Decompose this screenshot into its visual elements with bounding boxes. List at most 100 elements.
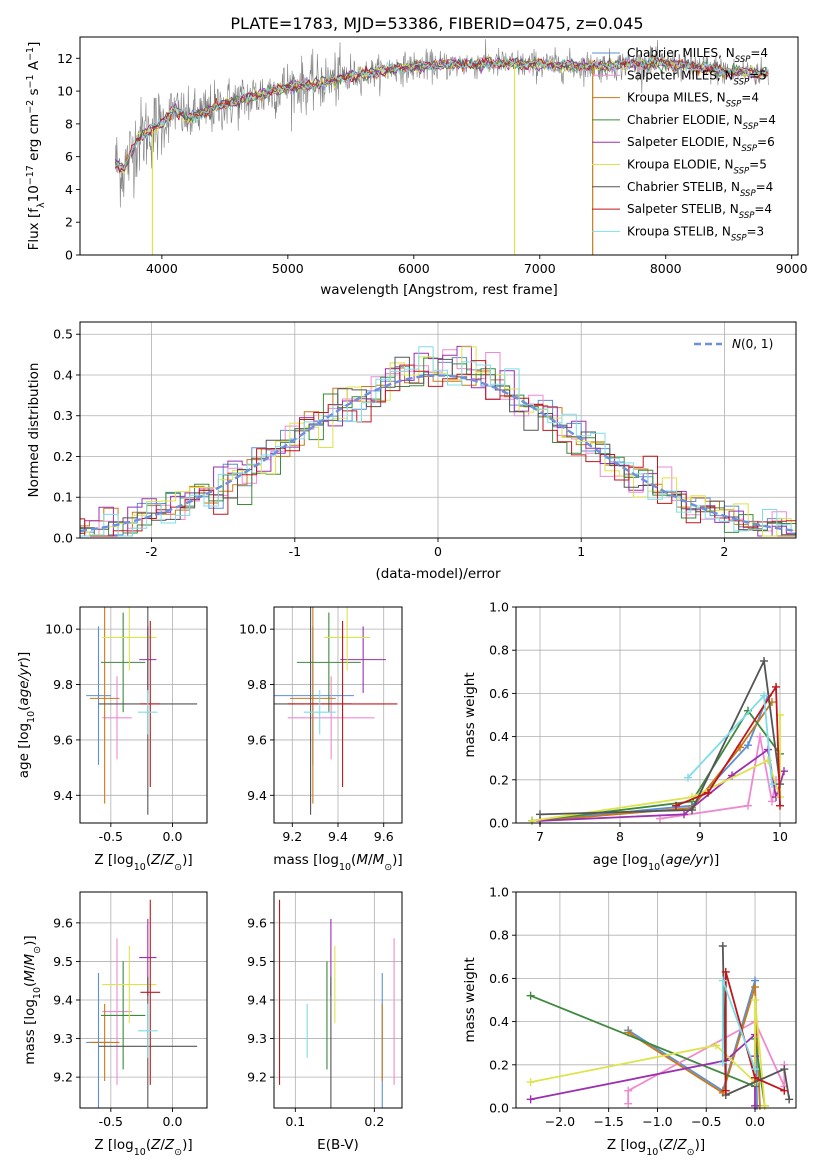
y-tick-label: 0.4 (489, 1014, 509, 1029)
label-part: / (673, 1137, 678, 1153)
label-part: / (160, 852, 165, 868)
legend-sub: SSP (739, 211, 755, 221)
axes-layer (76, 36, 799, 1112)
y-tick-label: 0.0 (53, 531, 73, 546)
legend-text: Salpeter MILES, N (627, 68, 734, 82)
x-tick-label: 0.2 (364, 1114, 384, 1129)
y-axis-label: Flux [fλ10−17 erg cm−2 s−1 A−1] (25, 42, 47, 251)
x-axis-label: Z [log10(Z/Z⊙)] (94, 852, 192, 873)
legend-sub: SSP (740, 189, 756, 199)
ssp-weight-line (675, 683, 781, 807)
label-part: 10 (32, 987, 43, 999)
y-tick-label: 9.5 (53, 954, 73, 969)
label-part: 10 (646, 1147, 658, 1158)
y-tick-label: 12 (57, 51, 73, 66)
legend-val: =4 (741, 91, 759, 105)
label-part: / (160, 1137, 165, 1153)
legend-val: =4 (750, 46, 768, 60)
ssp-weight-line (530, 994, 766, 1106)
legend-text: Chabrier ELODIE, N (627, 113, 743, 127)
x-tick-label: 0.0 (163, 1114, 183, 1129)
legend-text: Kroupa MILES, N (627, 91, 726, 105)
residual-histogram (80, 356, 796, 536)
x-axis-label: age [log10(age/yr)] (593, 852, 719, 873)
residual-histogram (80, 360, 796, 537)
label-part: ⊙ (384, 862, 392, 873)
label-part: −17 (25, 165, 36, 185)
label-part: age/yr (16, 661, 32, 706)
legend-label: Salpeter STELIB, NSSP=4 (627, 202, 772, 221)
x-tick-label: 1 (577, 544, 585, 559)
x-tick-label: 10 (772, 829, 788, 844)
x-tick-label: −1.0 (642, 1114, 672, 1129)
x-tick-label: 7 (536, 829, 544, 844)
x-axis-label: Z [log10(Z/Z⊙)] (94, 1137, 192, 1158)
legend-sub: SSP (735, 55, 751, 65)
legend-label: Kroupa STELIB, NSSP=3 (627, 224, 764, 243)
label-part: ( (16, 706, 32, 711)
legend-sub: SSP (743, 122, 759, 132)
y-tick-label: 0.1 (53, 490, 73, 505)
y-tick-label: 0.6 (489, 971, 509, 986)
label-part: 10 (134, 1147, 146, 1158)
figure-title: PLATE=1783, MJD=53386, FIBERID=0475, z=0… (230, 14, 643, 33)
grid-layer (80, 322, 796, 1109)
label-part: M (356, 852, 368, 868)
legend-val: =4 (754, 202, 772, 216)
y-tick-label: 9.8 (247, 677, 267, 692)
legend-label: Chabrier STELIB, NSSP=4 (627, 180, 773, 199)
label-part: Z [log (94, 852, 133, 868)
label-part: Z (150, 1137, 161, 1153)
y-axis-label: age [log10(age/yr)] (16, 652, 37, 778)
label-part: / (22, 965, 38, 970)
legend-sub: SSP (734, 167, 750, 177)
label-part: / (368, 852, 373, 868)
label-part: ( (658, 1137, 663, 1153)
label-part: λ (36, 202, 47, 208)
y-tick-label: 9.4 (53, 993, 73, 1008)
legend-label: Kroupa ELODIE, NSSP=5 (627, 158, 767, 177)
legend-label: Chabrier ELODIE, NSSP=4 (627, 113, 776, 132)
label-part: s (26, 88, 42, 99)
legend-val: =5 (749, 68, 767, 82)
x-tick-label: -0.5 (99, 829, 123, 844)
y-tick-label: 6 (65, 149, 73, 164)
ssp-weight-line (530, 999, 766, 1106)
label-part: ( (22, 982, 38, 987)
label-part: ⊙ (174, 1147, 182, 1158)
label-part: mass [log (273, 852, 339, 868)
x-tick-label: 6000 (398, 261, 430, 276)
y-tick-label: 0.8 (489, 928, 509, 943)
legend-text: Salpeter ELODIE, N (627, 135, 741, 149)
x-tick-label: 7000 (524, 261, 556, 276)
legend-sub: SSP (731, 233, 747, 243)
y-tick-label: 0.2 (489, 1057, 509, 1072)
y-tick-label: 2 (65, 215, 73, 230)
label-part: ] (26, 42, 42, 47)
axes-frame-weight_vs_age (515, 606, 797, 824)
label-part: ⊙ (687, 1147, 695, 1158)
label-part: )] (22, 935, 38, 946)
legend-sub: SSP (741, 144, 757, 154)
label-part: 10 (26, 711, 37, 723)
ssp-weight-line (721, 945, 791, 1100)
x-tick-label: 9.6 (374, 829, 394, 844)
axes-frame-weight_vs_Z (515, 891, 797, 1109)
label-part: Z (164, 852, 175, 868)
label-part: M (22, 953, 38, 965)
spectrum-model-line (114, 56, 769, 174)
label-part: Z (150, 852, 161, 868)
ssp-weight-line (531, 709, 781, 822)
label-part: 10 (134, 862, 146, 873)
legend-val: =3 (747, 224, 765, 238)
x-tick-label: 0.0 (745, 1114, 765, 1129)
label-part: Z [log (94, 1137, 133, 1153)
y-tick-label: 4 (65, 182, 73, 197)
label-part: −1 (25, 47, 36, 61)
y-tick-label: 10.0 (239, 622, 267, 637)
label-part: M (22, 970, 38, 982)
label-part: Flux [f (26, 207, 42, 251)
x-tick-label: 0.1 (285, 1114, 305, 1129)
legend-val: =4 (756, 180, 774, 194)
